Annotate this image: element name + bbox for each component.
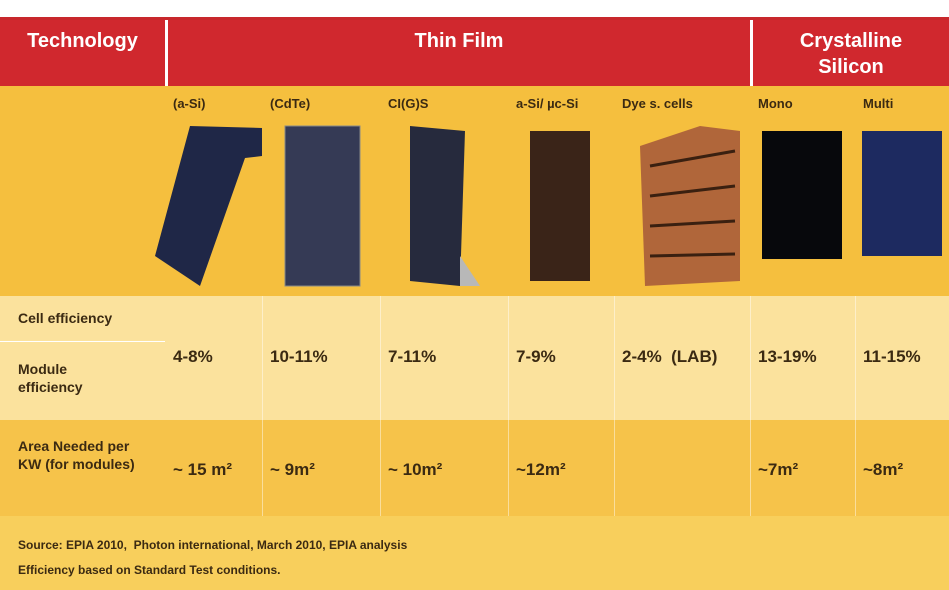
column-divider	[380, 296, 381, 516]
header-technology: Technology	[27, 30, 138, 52]
source-row	[0, 516, 949, 590]
module-efficiency: 7-9%	[516, 347, 556, 366]
column-label: (CdTe)	[270, 96, 311, 111]
source-line: Efficiency based on Standard Test condit…	[18, 563, 281, 577]
panel-stand	[460, 256, 480, 286]
area-row	[0, 420, 949, 516]
header-divider	[750, 20, 753, 86]
area-needed: ~7m²	[758, 460, 799, 479]
panel-asi-ucsi	[530, 131, 590, 281]
column-divider	[855, 296, 856, 516]
column-label: Dye s. cells	[622, 96, 693, 111]
panel-cigs	[410, 126, 465, 286]
panel-cdte	[284, 125, 361, 287]
area-needed: ~ 10m²	[388, 460, 443, 479]
column-label: Mono	[758, 96, 793, 111]
header-thin-film: Thin Film	[414, 30, 504, 52]
module-efficiency: 13-19%	[758, 347, 817, 366]
column-label: CI(G)S	[388, 96, 429, 111]
row-divider	[0, 341, 165, 342]
column-label: Multi	[863, 96, 894, 111]
panel-images	[155, 125, 942, 287]
area-needed: ~ 9m²	[270, 460, 315, 479]
area-needed: ~12m²	[516, 460, 566, 479]
label-module-efficiency: Module efficiency	[18, 361, 83, 395]
efficiency-row	[0, 296, 949, 420]
area-needed: ~ 15 m²	[173, 460, 233, 479]
panel-multi	[862, 131, 942, 256]
header-crystalline: Crystalline Silicon	[799, 30, 903, 78]
dye-frame	[649, 149, 736, 258]
module-efficiency: 4-8%	[173, 347, 213, 366]
panel-mono	[762, 131, 842, 259]
column-divider	[262, 296, 263, 516]
label-area-needed: Area Needed per KW (for modules)	[18, 438, 135, 472]
module-efficiency: 10-11%	[270, 347, 328, 366]
header-row	[0, 20, 949, 86]
column-divider	[750, 296, 751, 516]
panel-dye	[640, 126, 740, 286]
header-divider	[165, 20, 168, 86]
module-efficiency: 7-11%	[388, 347, 437, 366]
column-divider	[508, 296, 509, 516]
area-needed: ~8m²	[863, 460, 904, 479]
top-strip	[0, 0, 949, 20]
column-divider	[614, 296, 615, 516]
module-efficiency: 2-4% (LAB)	[622, 347, 718, 366]
source-line: Source: EPIA 2010, Photon international,…	[18, 538, 408, 552]
column-label: a-Si/ µc-Si	[516, 96, 579, 111]
column-label: (a-Si)	[173, 96, 206, 111]
module-efficiency: 11-15%	[863, 347, 921, 366]
label-cell-efficiency: Cell efficiency	[18, 310, 113, 326]
panel-a-si	[155, 126, 262, 286]
